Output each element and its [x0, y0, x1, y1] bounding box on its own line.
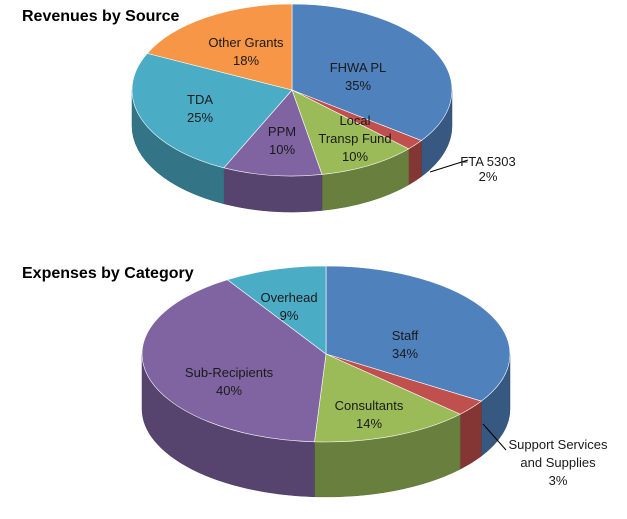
- expense-slice-overhead: [226, 265, 327, 355]
- revenue-slice-local-transp-fund-label: Local Transp Fund 10%: [318, 113, 391, 164]
- revenue-slice-ppm-percent: 10%: [269, 142, 295, 157]
- revenue-slice-fhwa-pl-percent: 35%: [345, 78, 371, 93]
- expense-pie: Staff 34% Support Services and Supplies 3% Co…: [141, 265, 608, 498]
- revenue-slice-fhwa-pl-label: FHWA PL 35%: [330, 60, 387, 93]
- expense-slice-support-services-and-supplies-leader-line: [482, 423, 507, 451]
- revenue-slice-tda: [131, 53, 293, 169]
- revenue-slice-ppm: [223, 89, 323, 177]
- revenue-slice-fta-5303-percent: 2%: [479, 169, 498, 184]
- revenue-slice-other-grants-label: Other Grants 18%: [208, 35, 284, 68]
- expense-slice-sub-recipients-label: Sub-Recipients 40%: [185, 365, 274, 398]
- expense-slice-consultants-percent: 14%: [356, 416, 382, 431]
- revenue-slice-other-grants-percent: 18%: [233, 53, 259, 68]
- expense-slice-support-services-and-supplies-label: Support Services and Supplies 3%: [509, 437, 608, 488]
- expense-slice-support-services-and-supplies-percent: 3%: [549, 473, 568, 488]
- expense-slice-consultants-label: Consultants 14%: [335, 398, 404, 431]
- revenue-slice-fta-5303-label: FTA 5303 2%: [460, 154, 515, 184]
- revenue-slice-fta-5303-leader-line: [429, 159, 469, 173]
- expense-slice-sub-recipients: [141, 279, 327, 443]
- expense-slice-staff-percent: 34%: [392, 346, 418, 361]
- revenue-slice-other-grants: [146, 3, 293, 91]
- expense-slice-consultants: [314, 353, 461, 443]
- revenue-slice-fhwa-pl: [291, 3, 453, 141]
- revenue-slice-local-transp-fund-percent: 10%: [342, 149, 368, 164]
- expenses-chart-title: Expenses by Category: [22, 265, 194, 282]
- revenue-slice-tda-percent: 25%: [187, 110, 213, 125]
- revenue-pie: FHWA PL 35% FTA 5303 2% Local Transp Fund 10% P…: [131, 3, 516, 213]
- revenue-slice-ppm-label: PPM 10%: [268, 124, 296, 157]
- revenue-slice-tda-label: TDA 25%: [187, 92, 213, 125]
- expense-slice-staff: [325, 265, 511, 402]
- expense-slice-overhead-label: Overhead 9%: [260, 290, 317, 323]
- revenues-chart-title: Revenues by Source: [22, 8, 180, 25]
- revenue-slice-local-transp-fund: [291, 89, 410, 175]
- expense-slice-sub-recipients-percent: 40%: [216, 383, 242, 398]
- expense-slice-staff-label: Staff 34%: [392, 328, 419, 361]
- expense-slice-overhead-percent: 9%: [280, 308, 299, 323]
